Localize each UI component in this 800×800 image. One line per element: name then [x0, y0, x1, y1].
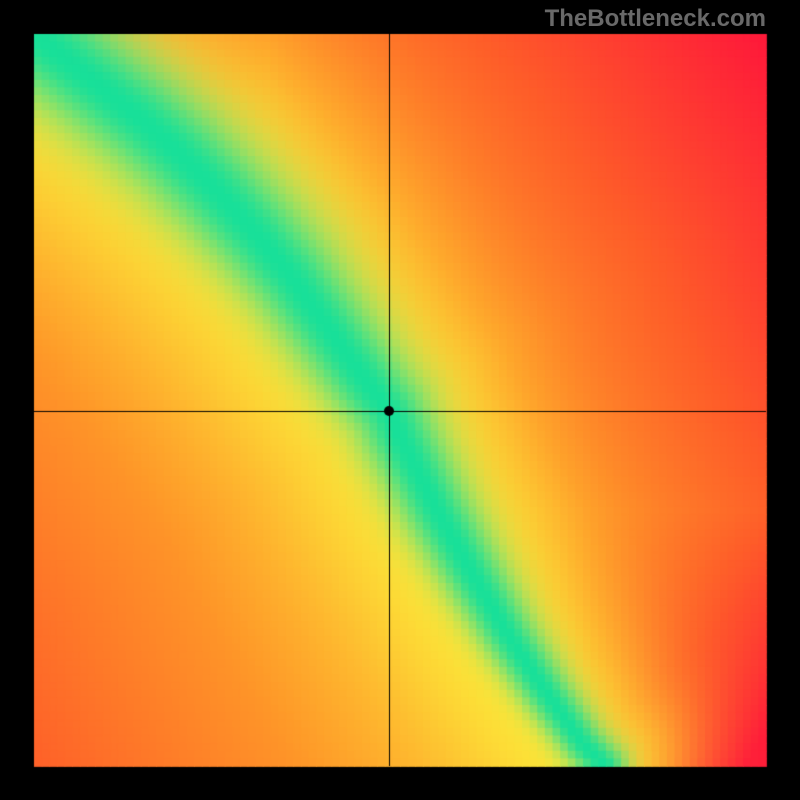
watermark-text: TheBottleneck.com [545, 5, 766, 33]
bottleneck-heatmap [0, 0, 800, 800]
